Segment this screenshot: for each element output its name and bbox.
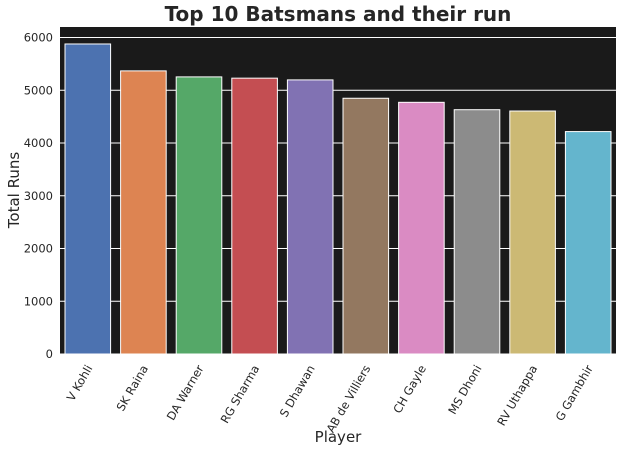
- bar: [120, 70, 167, 355]
- y-axis-ticks: 0 1000 2000 3000 4000 5000 6000: [24, 31, 53, 361]
- bar: [342, 97, 390, 355]
- y-tick-label: 0: [46, 347, 53, 361]
- x-tick-label: SK Raina: [113, 363, 151, 414]
- x-axis-ticks: V Kohli SK Raina DA Warner RG Sharma S Dhawa…: [64, 362, 596, 435]
- bar: [564, 131, 612, 355]
- x-tick-label: V Kohli: [64, 363, 96, 404]
- bar: [231, 77, 278, 355]
- bar: [64, 43, 112, 355]
- x-tick-label: G Gambhir: [553, 362, 596, 423]
- x-tick-label: CH Gayle: [390, 363, 429, 416]
- bars-group: [64, 43, 612, 355]
- bar: [286, 79, 334, 355]
- y-tick-label: 6000: [24, 31, 53, 45]
- bar: [398, 101, 445, 355]
- y-tick-label: 3000: [24, 189, 53, 203]
- x-tick-label: MS Dhoni: [445, 363, 484, 417]
- y-tick-label: 2000: [24, 242, 53, 256]
- y-tick-label: 4000: [24, 136, 53, 150]
- x-tick-label: DA Warner: [164, 362, 207, 422]
- y-tick-label: 1000: [24, 294, 53, 308]
- x-tick-label: AB de Villiers: [323, 363, 373, 436]
- bar: [509, 110, 556, 355]
- bar: [453, 109, 501, 355]
- x-tick-label: S Dhawan: [277, 363, 318, 420]
- chart-title: Top 10 Batsmans and their run: [165, 2, 512, 26]
- x-tick-label: RV Uthappa: [494, 363, 540, 429]
- x-tick-label: RG Sharma: [218, 363, 263, 426]
- bar: [175, 76, 223, 355]
- y-tick-label: 5000: [24, 83, 53, 97]
- y-axis-label: Total Runs: [5, 152, 23, 230]
- x-axis-label: Player: [315, 428, 363, 446]
